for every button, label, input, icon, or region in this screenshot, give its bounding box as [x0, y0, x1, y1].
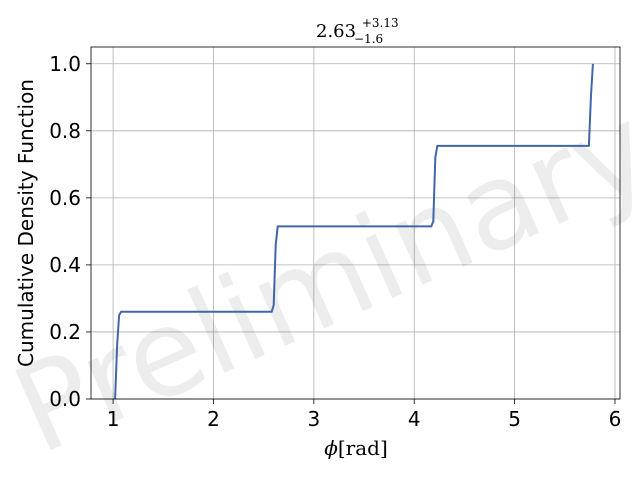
x-axis-symbol: ϕ	[324, 436, 338, 460]
series-layer	[114, 63, 594, 400]
title-value: 2.63	[316, 21, 356, 42]
x-tick-label: 3	[307, 407, 320, 431]
x-tick-label: 4	[408, 407, 421, 431]
title-lower-error: −1.6	[354, 32, 383, 46]
x-tick-label: 6	[609, 407, 622, 431]
y-tick-label: 0.8	[49, 119, 81, 143]
x-tick-label: 1	[107, 407, 120, 431]
chart-title: 2.63 +3.13 −1.6	[316, 11, 404, 46]
y-tick-label: 0.6	[49, 186, 81, 210]
y-tick-label: 0.0	[49, 387, 81, 411]
x-ticks: 1 2 3 4 5 6	[107, 399, 622, 431]
y-tick-label: 1.0	[49, 52, 81, 76]
y-tick-label: 0.2	[49, 320, 81, 344]
y-tick-label: 0.4	[49, 253, 81, 277]
x-axis-unit: [rad]	[338, 436, 388, 460]
title-upper-error: +3.13	[362, 16, 399, 30]
x-tick-label: 2	[207, 407, 220, 431]
y-axis-label: Cumulative Density Function	[14, 79, 38, 367]
x-tick-label: 5	[508, 407, 521, 431]
cdf-series-line	[114, 63, 594, 400]
x-axis-label: ϕ[rad]	[324, 436, 388, 460]
grid-lines	[91, 47, 620, 400]
plot-frame	[90, 46, 621, 400]
y-ticks: 0.0 0.2 0.4 0.6 0.8 1.0	[49, 52, 91, 411]
